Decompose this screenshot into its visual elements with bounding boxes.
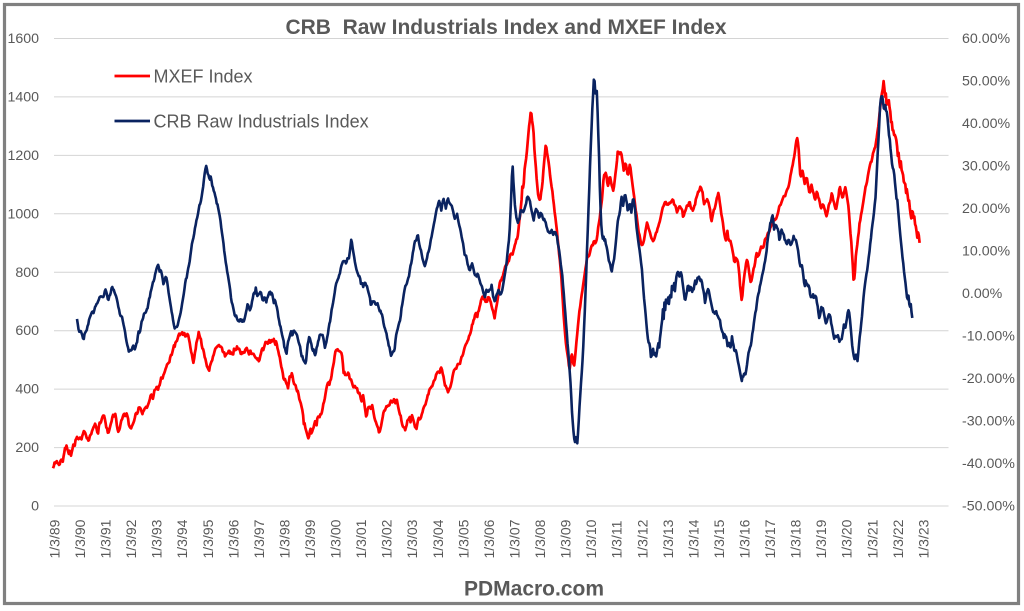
svg-text:1/3/95: 1/3/95 <box>200 519 216 558</box>
svg-text:1/3/04: 1/3/04 <box>430 519 446 558</box>
svg-text:-40.00%: -40.00% <box>962 456 1015 472</box>
svg-text:1/3/23: 1/3/23 <box>915 519 931 558</box>
svg-text:1600: 1600 <box>7 31 39 47</box>
svg-text:-30.00%: -30.00% <box>962 414 1015 430</box>
svg-text:1/3/94: 1/3/94 <box>174 519 190 558</box>
svg-text:1/3/98: 1/3/98 <box>276 519 292 558</box>
svg-text:-20.00%: -20.00% <box>962 371 1015 387</box>
svg-text:1/3/96: 1/3/96 <box>225 519 241 558</box>
svg-text:1/3/21: 1/3/21 <box>864 519 880 558</box>
svg-text:1/3/02: 1/3/02 <box>379 519 395 558</box>
svg-text:1/3/89: 1/3/89 <box>46 519 62 558</box>
svg-text:0: 0 <box>31 499 39 515</box>
svg-text:200: 200 <box>15 440 39 456</box>
svg-text:PDMacro.com: PDMacro.com <box>464 578 604 601</box>
svg-text:30.00%: 30.00% <box>962 159 1011 175</box>
svg-text:1/3/03: 1/3/03 <box>404 519 420 558</box>
svg-text:MXEF Index: MXEF Index <box>154 67 253 87</box>
svg-text:60.00%: 60.00% <box>962 31 1011 47</box>
svg-text:50.00%: 50.00% <box>962 74 1011 90</box>
svg-text:1/3/10: 1/3/10 <box>583 519 599 558</box>
svg-text:1/3/17: 1/3/17 <box>762 519 778 558</box>
svg-text:1/3/09: 1/3/09 <box>558 519 574 558</box>
svg-text:1/3/15: 1/3/15 <box>711 519 727 558</box>
svg-text:800: 800 <box>15 265 39 281</box>
svg-text:1400: 1400 <box>7 89 39 105</box>
svg-text:600: 600 <box>15 323 39 339</box>
svg-text:40.00%: 40.00% <box>962 116 1011 132</box>
svg-text:1/3/01: 1/3/01 <box>353 519 369 558</box>
svg-text:1000: 1000 <box>7 206 39 222</box>
svg-text:1/3/91: 1/3/91 <box>98 519 114 558</box>
svg-text:1/3/08: 1/3/08 <box>532 519 548 558</box>
svg-text:1/3/00: 1/3/00 <box>328 519 344 558</box>
svg-text:1/3/13: 1/3/13 <box>660 519 676 558</box>
svg-text:1/3/20: 1/3/20 <box>839 519 855 558</box>
svg-text:1/3/07: 1/3/07 <box>507 519 523 558</box>
svg-text:-10.00%: -10.00% <box>962 329 1015 345</box>
svg-text:1/3/99: 1/3/99 <box>302 519 318 558</box>
svg-text:1/3/06: 1/3/06 <box>481 519 497 558</box>
svg-text:1200: 1200 <box>7 148 39 164</box>
svg-text:1/3/11: 1/3/11 <box>609 520 625 558</box>
svg-text:1/3/12: 1/3/12 <box>634 519 650 558</box>
svg-text:-50.00%: -50.00% <box>962 499 1015 515</box>
svg-text:1/3/92: 1/3/92 <box>123 519 139 558</box>
svg-text:1/3/18: 1/3/18 <box>788 519 804 558</box>
svg-text:1/3/14: 1/3/14 <box>685 519 701 558</box>
svg-text:1/3/22: 1/3/22 <box>890 519 906 558</box>
svg-text:10.00%: 10.00% <box>962 244 1011 260</box>
svg-text:0.00%: 0.00% <box>962 286 1003 302</box>
svg-text:1/3/16: 1/3/16 <box>737 519 753 558</box>
svg-text:1/3/93: 1/3/93 <box>149 519 165 558</box>
svg-text:1/3/19: 1/3/19 <box>813 519 829 558</box>
svg-text:1/3/90: 1/3/90 <box>72 519 88 558</box>
svg-text:1/3/97: 1/3/97 <box>251 519 267 558</box>
svg-text:CRB Raw Industrials Index: CRB Raw Industrials Index <box>154 112 369 132</box>
svg-text:20.00%: 20.00% <box>962 201 1011 217</box>
svg-text:400: 400 <box>15 382 39 398</box>
svg-text:CRB Raw Industrials Index and: CRB Raw Industrials Index and MXEF Index <box>285 16 726 39</box>
svg-text:1/3/05: 1/3/05 <box>455 519 471 558</box>
